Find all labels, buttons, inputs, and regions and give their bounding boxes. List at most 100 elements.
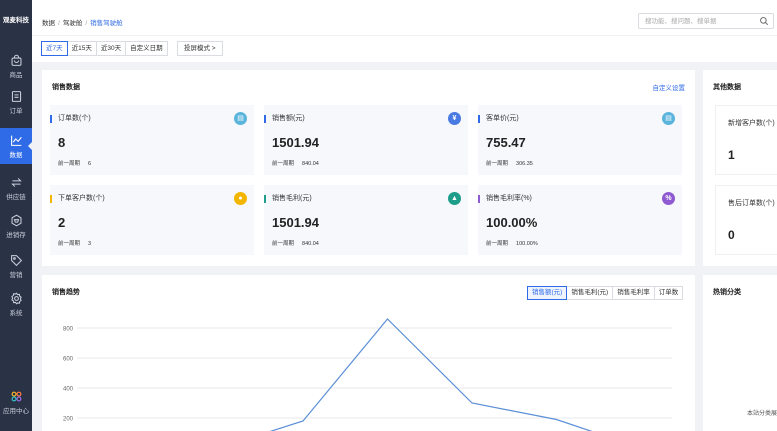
previous-label: 前一周期 bbox=[272, 241, 295, 247]
date-toolbar: 近7天 近15天 近30天 自定义日期 投屏模式 > bbox=[32, 36, 777, 62]
metric-value: 1501.94 bbox=[272, 135, 319, 150]
card-accent-bar bbox=[264, 195, 266, 203]
sales-trend-chart: 200 400 600 800 bbox=[63, 318, 672, 431]
sidebar-item-label: 进销存 bbox=[6, 231, 26, 239]
user-icon: ● bbox=[234, 192, 247, 205]
y-tick-label: 800 bbox=[63, 327, 74, 333]
sidebar-item-label: 订单 bbox=[9, 107, 23, 115]
previous-label: 前一周期 bbox=[58, 161, 81, 167]
previous-value: 6 bbox=[88, 161, 92, 167]
panel-title: 销售数据 bbox=[52, 84, 80, 91]
metric-previous: 前一周期 840.04 bbox=[272, 239, 319, 247]
card-accent-bar bbox=[264, 115, 266, 123]
sidebar-item-orders[interactable]: 订单 bbox=[0, 84, 32, 120]
metric-previous: 前一周期 306.35 bbox=[486, 159, 533, 167]
breadcrumb-item[interactable]: 数据 bbox=[42, 20, 55, 27]
sidebar-item-label: 营销 bbox=[9, 271, 23, 279]
metric-value: 755.47 bbox=[486, 135, 526, 150]
metric-label: 销售毛利(元) bbox=[272, 195, 312, 202]
metric-value: 8 bbox=[58, 135, 66, 150]
breadcrumb-item[interactable]: 驾驶舱 bbox=[62, 20, 83, 27]
sidebar-item-products[interactable]: 商品 bbox=[0, 48, 32, 84]
metric-label: 售后订单数(个) bbox=[728, 200, 775, 207]
apps-icon bbox=[11, 391, 21, 401]
top-header: 数据 / 驾驶舱 / 销售驾驶舱 bbox=[32, 0, 777, 36]
previous-value: 100.00% bbox=[516, 241, 538, 247]
metric-card-ordering-customers: 下单客户数(个) ● 2 前一周期 3 bbox=[50, 185, 254, 255]
previous-value: 3 bbox=[88, 241, 92, 247]
previous-label: 前一周期 bbox=[58, 241, 81, 247]
range-tab-30-days[interactable]: 近30天 bbox=[95, 41, 127, 56]
panel-title: 销售趋势 bbox=[52, 289, 80, 296]
sidebar-item-inventory[interactable]: 进销存 bbox=[0, 208, 32, 244]
search-icon[interactable] bbox=[759, 16, 769, 26]
bag-icon bbox=[11, 54, 21, 66]
yen-icon: ¥ bbox=[448, 112, 461, 125]
metric-card-gross-profit: 销售毛利(元) ▲ 1501.94 前一周期 840.04 bbox=[264, 185, 468, 255]
sidebar-item-label: 数据 bbox=[9, 151, 23, 159]
sidebar-item-supply-chain[interactable]: 供应链 bbox=[0, 170, 32, 206]
metric-card-gross-margin: 销售毛利率(%) % 100.00% 前一周期 100.00% bbox=[478, 185, 682, 255]
range-tab-7-days[interactable]: 近7天 bbox=[41, 41, 68, 56]
metric-label: 新增客户数(个) bbox=[728, 120, 775, 127]
panel-title: 热销分类 bbox=[713, 289, 741, 296]
sidebar-item-data[interactable]: 数据 bbox=[0, 128, 32, 164]
metric-card-order-count: 订单数(个) ▤ 8 前一周期 6 bbox=[50, 105, 254, 175]
search-box bbox=[638, 13, 774, 29]
metric-value: 100.00% bbox=[486, 215, 538, 230]
breadcrumb-separator: / bbox=[58, 20, 60, 27]
y-tick-label: 400 bbox=[63, 387, 74, 393]
percent-icon: % bbox=[662, 192, 675, 205]
breadcrumb: 数据 / 驾驶舱 / 销售驾驶舱 bbox=[42, 17, 123, 27]
other-data-panel: 其他数据 新增客户数(个) 1 售后订单数(个) 0 bbox=[703, 70, 777, 266]
y-tick-label: 600 bbox=[63, 357, 74, 363]
sidebar-item-marketing[interactable]: 营销 bbox=[0, 248, 32, 284]
metric-card-after-sales-orders: 售后订单数(个) 0 bbox=[715, 185, 777, 255]
previous-value: 840.04 bbox=[302, 161, 319, 167]
y-tick-label: 200 bbox=[63, 417, 74, 423]
breadcrumb-current: 销售驾驶舱 bbox=[90, 20, 123, 27]
card-accent-bar bbox=[478, 115, 480, 123]
previous-value: 840.04 bbox=[302, 241, 319, 247]
sidebar-item-label: 系统 bbox=[9, 309, 23, 317]
exchange-icon bbox=[10, 177, 22, 187]
metric-label: 订单数(个) bbox=[58, 115, 91, 122]
metric-label: 销售额(元) bbox=[272, 115, 305, 122]
sidebar-item-app-center[interactable]: 应用中心 bbox=[0, 384, 32, 420]
series-line bbox=[269, 318, 593, 431]
metric-label: 销售毛利率(%) bbox=[486, 195, 532, 202]
projection-mode-button[interactable]: 投屏模式 > bbox=[177, 41, 223, 56]
gear-icon bbox=[10, 291, 22, 305]
card-accent-bar bbox=[50, 195, 52, 203]
metric-card-new-customers: 新增客户数(个) 1 bbox=[715, 105, 777, 175]
sidebar-item-label: 商品 bbox=[9, 71, 23, 79]
previous-label: 前一周期 bbox=[272, 161, 295, 167]
previous-label: 前一周期 bbox=[486, 161, 509, 167]
metric-previous: 前一周期 100.00% bbox=[486, 239, 538, 247]
sidebar: 观麦科技 商品 订单 数据 供应链 进销存 营销 系统 应用中心 bbox=[0, 0, 32, 431]
tab-sales-amount[interactable]: 销售额(元) bbox=[527, 286, 568, 300]
metric-previous: 前一周期 840.04 bbox=[272, 159, 319, 167]
metric-card-avg-order-value: 客单价(元) ▤ 755.47 前一周期 306.35 bbox=[478, 105, 682, 175]
metric-value: 2 bbox=[58, 215, 66, 230]
tab-order-count[interactable]: 订单数 bbox=[653, 286, 684, 300]
metric-previous: 前一周期 3 bbox=[58, 239, 91, 247]
metric-label: 客单价(元) bbox=[486, 115, 519, 122]
range-tab-custom-date[interactable]: 自定义日期 bbox=[125, 41, 168, 56]
sidebar-item-system[interactable]: 系统 bbox=[0, 286, 32, 322]
search-input[interactable] bbox=[639, 14, 757, 28]
metric-value: 0 bbox=[728, 228, 735, 242]
card-accent-bar bbox=[50, 115, 52, 123]
tab-gross-margin[interactable]: 销售毛利率 bbox=[612, 286, 655, 300]
previous-value: 306.35 bbox=[516, 161, 533, 167]
card-accent-bar bbox=[478, 195, 480, 203]
breadcrumb-separator: / bbox=[85, 20, 88, 27]
hot-category-panel: 热销分类 本站分类展 bbox=[703, 275, 777, 431]
metric-previous: 前一周期 6 bbox=[58, 159, 91, 167]
range-tab-15-days[interactable]: 近15天 bbox=[66, 41, 97, 56]
previous-label: 前一周期 bbox=[486, 241, 509, 247]
custom-settings-link[interactable]: 自定义设置 bbox=[652, 85, 686, 92]
category-footnote: 本站分类展 bbox=[746, 411, 777, 417]
sales-data-panel: 销售数据 自定义设置 订单数(个) ▤ 8 前一周期 6 销售额(元) ¥ 150… bbox=[42, 70, 695, 266]
document-icon bbox=[11, 90, 21, 102]
